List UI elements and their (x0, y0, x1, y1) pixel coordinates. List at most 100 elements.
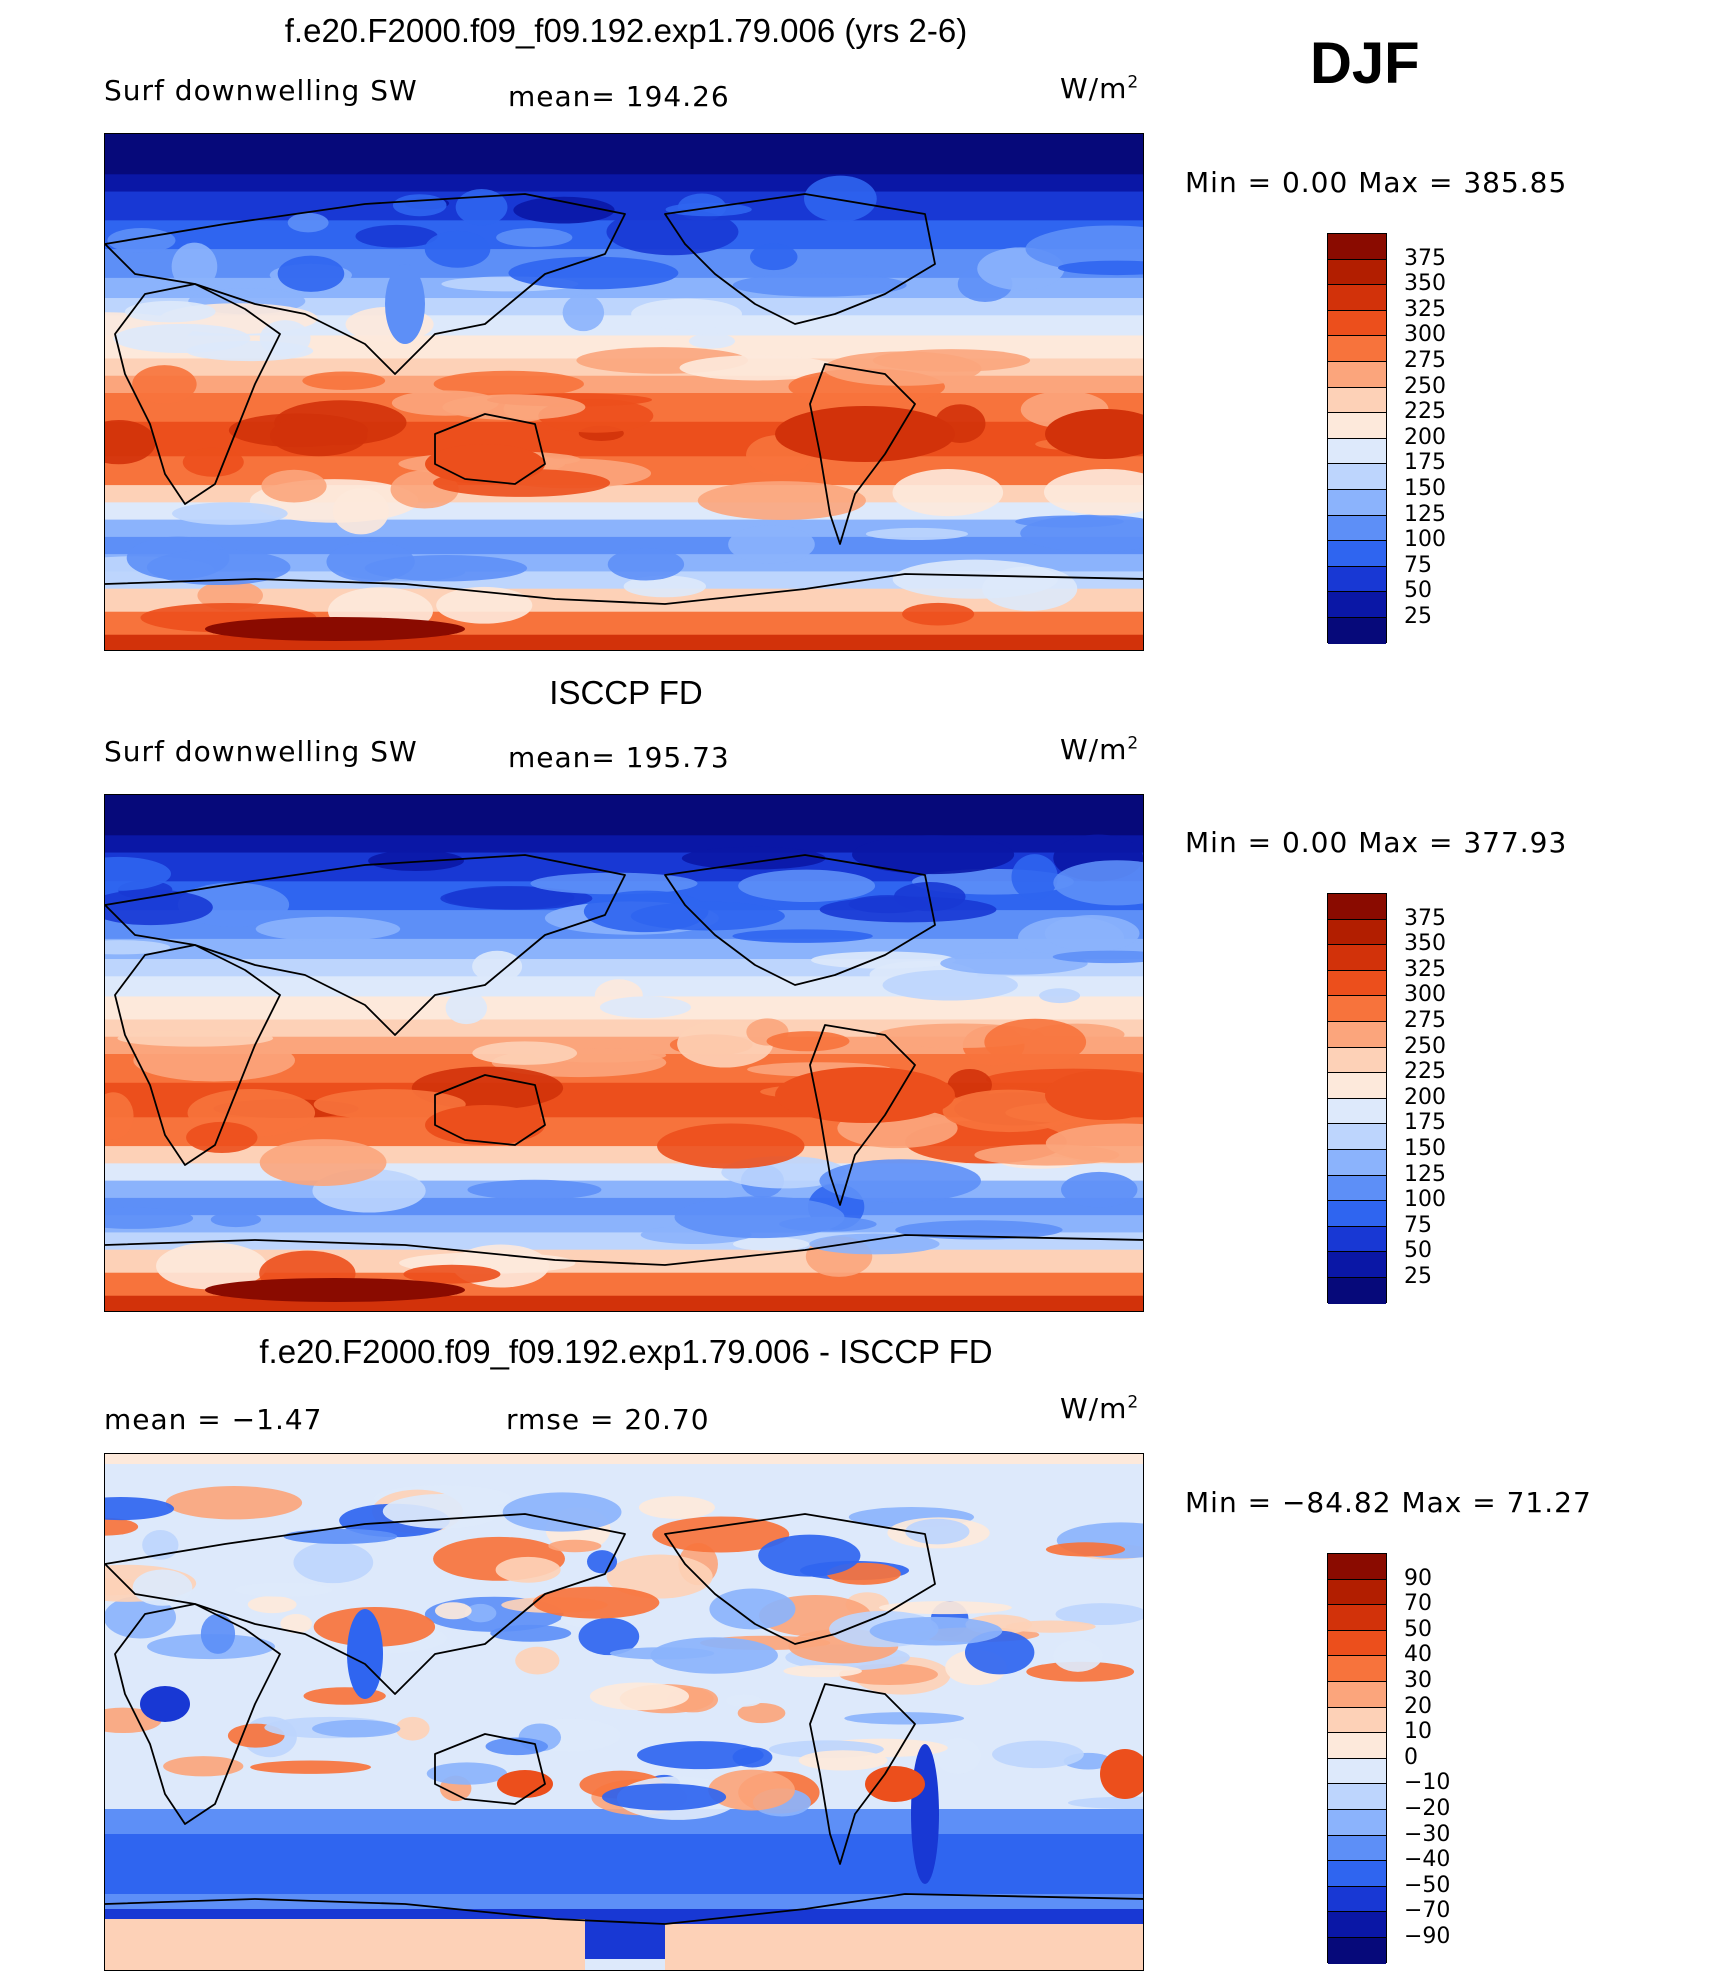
colorbar-swatch (1328, 541, 1386, 567)
rmse-label: rmse = 20.70 (506, 1403, 710, 1436)
colorbar-swatch (1328, 489, 1386, 516)
mean-label: mean = −1.47 (104, 1403, 323, 1436)
colorbar-model (1327, 233, 1387, 644)
colorbar-swatch (1328, 617, 1386, 644)
colorbar-swatch (1328, 1047, 1386, 1074)
variable-label: Surf downwelling SW (104, 74, 418, 107)
colorbar-tick-label: 125 (1404, 501, 1446, 527)
colorbar-swatch (1328, 1252, 1386, 1278)
colorbar-tick-label: 225 (1404, 1059, 1446, 1085)
colorbar-tick-label: 200 (1404, 1084, 1446, 1110)
map-diff (104, 1453, 1144, 1971)
colorbar-tick-label: −30 (1404, 1821, 1451, 1847)
colorbar-swatch (1328, 361, 1386, 388)
colorbar-tick-label: 300 (1404, 982, 1446, 1008)
colorbar-tick-label: 75 (1404, 552, 1432, 578)
colorbar-tick-label: 150 (1404, 476, 1446, 501)
field-map-model (105, 134, 1143, 650)
colorbar-tick-label: 25 (1404, 604, 1432, 629)
colorbar-swatch (1328, 310, 1386, 337)
colorbar-tick-label: 20 (1404, 1693, 1432, 1719)
colorbar-tick-label: 100 (1404, 1187, 1446, 1213)
colorbar-tick-label: −90 (1404, 1924, 1451, 1949)
colorbar-tick-label: 350 (1404, 271, 1446, 297)
colorbar-tick-label: −40 (1404, 1847, 1451, 1873)
colorbar-tick-label: 375 (1404, 245, 1446, 271)
colorbar-tick-label: 50 (1404, 578, 1432, 604)
colorbar-swatch (1328, 1149, 1386, 1176)
colorbar-tick-label: 325 (1404, 956, 1446, 982)
colorbar-swatch (1328, 336, 1386, 362)
colorbar-tick-label: 200 (1404, 424, 1446, 450)
colorbar-diff (1327, 1553, 1387, 1964)
colorbar-swatch (1328, 413, 1386, 439)
colorbar-swatch (1328, 1021, 1386, 1048)
colorbar-tick-label: 10 (1404, 1719, 1432, 1745)
colorbar-swatch (1328, 1605, 1386, 1631)
colorbar-swatch (1328, 1656, 1386, 1682)
colorbar-tick-label: 0 (1404, 1744, 1418, 1770)
colorbar-swatch (1328, 894, 1386, 920)
colorbar-swatch (1328, 1912, 1386, 1938)
colorbar-swatch (1328, 515, 1386, 542)
colorbar-swatch (1328, 234, 1386, 260)
colorbar-swatch (1328, 1707, 1386, 1734)
colorbar-swatch (1328, 1201, 1386, 1227)
map-obs (104, 794, 1144, 1312)
colorbar-swatch (1328, 1937, 1386, 1964)
colorbar-tick-label: 75 (1404, 1212, 1432, 1238)
units-label: W/m2 (1060, 1392, 1140, 1425)
colorbar-tick-label: 250 (1404, 1033, 1446, 1059)
minmax-label: Min = 0.00 Max = 385.85 (1185, 166, 1568, 199)
colorbar-swatch (1328, 1630, 1386, 1657)
units-label: W/m2 (1060, 733, 1140, 766)
colorbar-tick-label: 30 (1404, 1668, 1432, 1693)
colorbar-swatch (1328, 1175, 1386, 1202)
colorbar-swatch (1328, 1579, 1386, 1606)
colorbar-tick-label: 50 (1404, 1238, 1432, 1264)
colorbar-tick-label: 275 (1404, 1008, 1446, 1033)
colorbar-tick-label: 50 (1404, 1616, 1432, 1642)
season-label: DJF (1310, 31, 1420, 96)
mean-label: mean= 195.73 (508, 741, 730, 774)
colorbar-swatch (1328, 1681, 1386, 1708)
colorbar-tick-label: 325 (1404, 296, 1446, 322)
colorbar-tick-label: 70 (1404, 1591, 1432, 1617)
variable-label: Surf downwelling SW (104, 735, 418, 768)
colorbar-swatch (1328, 1124, 1386, 1150)
panel-title: ISCCP FD (549, 674, 703, 711)
panel-title: f.e20.F2000.f09_f09.192.exp1.79.006 - IS… (259, 1333, 993, 1370)
colorbar-obs (1327, 893, 1387, 1304)
colorbar-swatch (1328, 919, 1386, 946)
colorbar-swatch (1328, 1861, 1386, 1887)
field-map-diff (105, 1454, 1143, 1970)
colorbar-swatch (1328, 1277, 1386, 1304)
colorbar-swatch (1328, 438, 1386, 465)
colorbar-tick-label: 250 (1404, 373, 1446, 399)
colorbar-swatch (1328, 1733, 1386, 1759)
mean-label: mean= 194.26 (508, 80, 730, 113)
colorbar-swatch (1328, 285, 1386, 311)
colorbar-swatch (1328, 566, 1386, 593)
colorbar-tick-label: 225 (1404, 399, 1446, 425)
colorbar-swatch (1328, 1098, 1386, 1125)
map-model (104, 133, 1144, 651)
colorbar-tick-label: 275 (1404, 348, 1446, 373)
colorbar-tick-label: 350 (1404, 931, 1446, 957)
colorbar-swatch (1328, 464, 1386, 490)
colorbar-tick-label: −10 (1404, 1770, 1451, 1796)
colorbar-tick-label: 375 (1404, 905, 1446, 931)
colorbar-swatch (1328, 592, 1386, 618)
colorbar-tick-label: −70 (1404, 1898, 1451, 1924)
colorbar-swatch (1328, 1809, 1386, 1836)
colorbar-swatch (1328, 996, 1386, 1022)
colorbar-swatch (1328, 1758, 1386, 1785)
colorbar-swatch (1328, 259, 1386, 286)
minmax-label: Min = −84.82 Max = 71.27 (1185, 1486, 1592, 1519)
colorbar-tick-label: 25 (1404, 1264, 1432, 1289)
colorbar-tick-label: 40 (1404, 1642, 1432, 1668)
colorbar-swatch (1328, 1784, 1386, 1810)
minmax-label: Min = 0.00 Max = 377.93 (1185, 826, 1568, 859)
panel-title: f.e20.F2000.f09_f09.192.exp1.79.006 (yrs… (284, 12, 968, 49)
colorbar-swatch (1328, 1835, 1386, 1862)
